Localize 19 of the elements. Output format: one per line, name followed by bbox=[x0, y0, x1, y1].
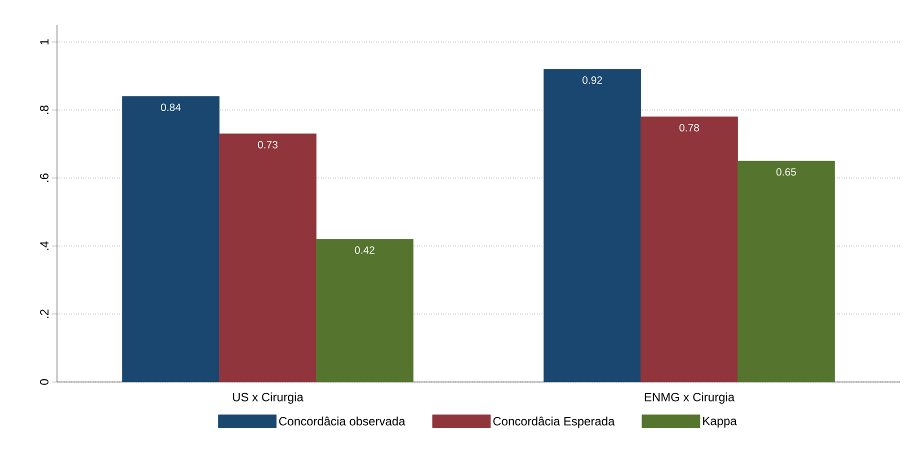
data-label: 0.73 bbox=[258, 141, 278, 148]
data-label: 0.65 bbox=[776, 168, 796, 176]
y-tick-label: .8 bbox=[40, 106, 48, 114]
bar bbox=[544, 68, 641, 382]
y-tick-label: .4 bbox=[40, 241, 48, 250]
x-tick-label: ENMG x Cirurgia bbox=[644, 392, 735, 404]
y-tick-label: .6 bbox=[40, 174, 48, 182]
data-label: 0.42 bbox=[354, 246, 374, 254]
legend-label: Concordâcia Esperada bbox=[493, 416, 615, 428]
legend-label: Concordâcia observada bbox=[279, 416, 406, 426]
y-tick-label: 0 bbox=[40, 379, 48, 385]
bar bbox=[122, 96, 220, 382]
legend-label: Kappa bbox=[703, 416, 737, 428]
data-label: 0.92 bbox=[582, 76, 602, 84]
data-label: 0.84 bbox=[161, 104, 181, 112]
y-tick-label: 1 bbox=[40, 39, 48, 44]
x-tick-label: US x Cirurgia bbox=[233, 392, 304, 404]
y-tick-label: .2 bbox=[40, 310, 48, 318]
data-label: 0.78 bbox=[679, 124, 700, 132]
